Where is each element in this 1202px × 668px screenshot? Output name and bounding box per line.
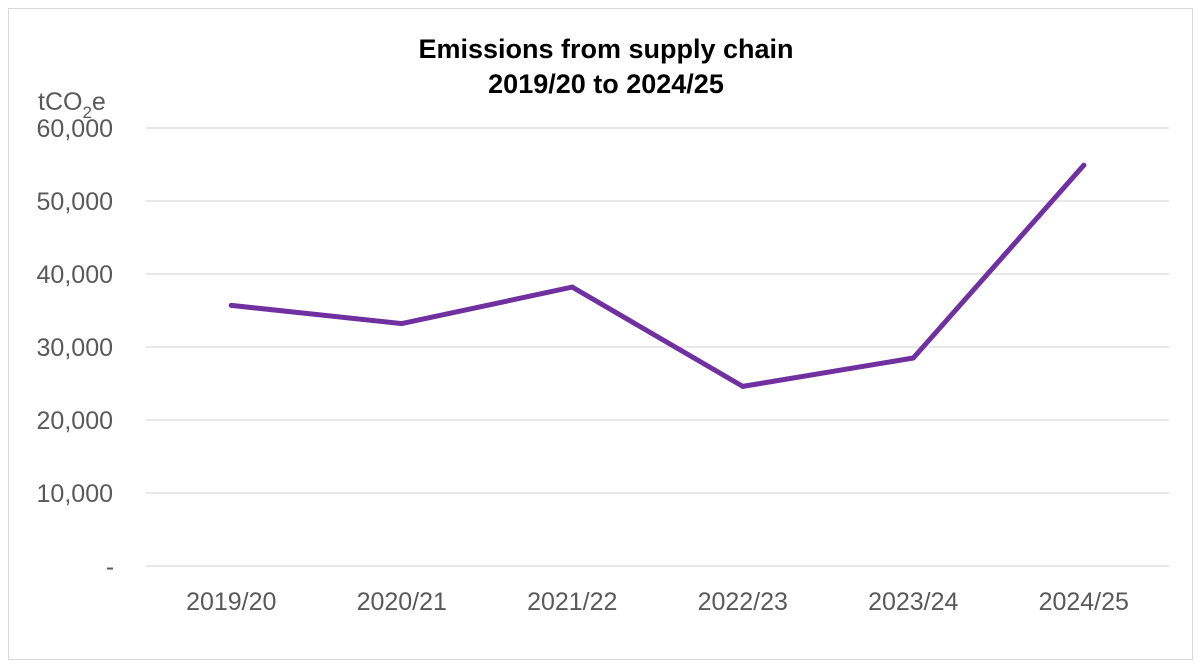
- y-tick-label: 10,000: [37, 480, 113, 508]
- x-tick-label: 2021/22: [527, 588, 617, 616]
- data-point: [569, 284, 575, 290]
- y-tick-label: -: [106, 553, 114, 581]
- x-tick-label: 2024/25: [1039, 588, 1129, 616]
- y-axis-unit-label: tCO2e: [38, 88, 106, 122]
- x-tick-label: 2020/21: [357, 588, 447, 616]
- chart-title: Emissions from supply chain: [418, 34, 793, 64]
- series-line: [228, 162, 1087, 389]
- x-tick-label: 2023/24: [868, 588, 958, 616]
- y-tick-label: 60,000: [37, 115, 113, 143]
- data-point: [910, 355, 916, 361]
- data-point: [228, 302, 234, 308]
- gridlines: [146, 127, 1169, 567]
- data-point: [740, 383, 746, 389]
- data-point: [1081, 162, 1087, 168]
- y-tick-label: 40,000: [37, 261, 113, 289]
- data-point: [399, 321, 405, 327]
- y-tick-label: 50,000: [37, 188, 113, 216]
- chart-subtitle: 2019/20 to 2024/25: [488, 69, 724, 99]
- y-axis-ticks: - 10,000 20,000 30,000 40,000 50,000 60,000: [37, 115, 115, 581]
- chart-frame: [8, 8, 1193, 660]
- series-layer: [228, 162, 1087, 389]
- y-tick-label: 20,000: [37, 407, 113, 435]
- y-tick-label: 30,000: [37, 334, 113, 362]
- x-tick-label: 2019/20: [186, 588, 276, 616]
- x-tick-label: 2022/23: [698, 588, 788, 616]
- x-axis-ticks: 2019/20 2020/21 2021/22 2022/23 2023/24 2024/…: [186, 588, 1129, 616]
